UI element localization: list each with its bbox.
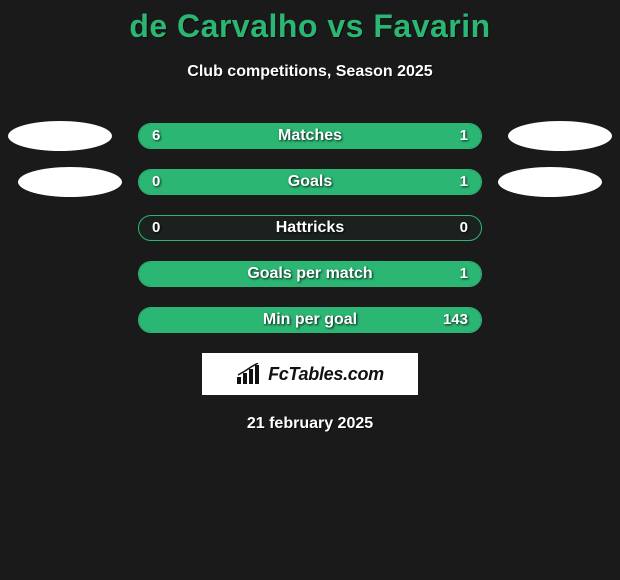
- chart-icon: [236, 363, 262, 385]
- logo-text: FcTables.com: [268, 364, 384, 385]
- bar-track: [138, 307, 482, 333]
- logo: FcTables.com: [202, 353, 418, 395]
- value-right: 143: [443, 307, 468, 333]
- value-left: 6: [152, 123, 160, 149]
- bar-left: [139, 170, 201, 194]
- comparison-row: 1 Goals per match: [0, 261, 620, 287]
- value-right: 1: [460, 169, 468, 195]
- value-right: 1: [460, 123, 468, 149]
- bar-right: [139, 262, 481, 286]
- team-left-marker-icon: [8, 121, 112, 151]
- date-label: 21 february 2025: [0, 415, 620, 433]
- bar-right: [406, 124, 481, 148]
- value-right: 1: [460, 261, 468, 287]
- bar-track: [138, 215, 482, 241]
- comparison-row: 143 Min per goal: [0, 307, 620, 333]
- value-left: 0: [152, 169, 160, 195]
- bar-track: [138, 261, 482, 287]
- bar-right: [139, 308, 481, 332]
- value-left: 0: [152, 215, 160, 241]
- comparison-row: 0 0 Hattricks: [0, 215, 620, 241]
- bar-track: [138, 123, 482, 149]
- team-right-marker-icon: [508, 121, 612, 151]
- comparison-rows: 6 1 Matches 0 1 Goals 0 0 Hattricks: [0, 123, 620, 333]
- bar-track: [138, 169, 482, 195]
- comparison-row: 0 1 Goals: [0, 169, 620, 195]
- bar-left: [139, 124, 406, 148]
- page-title: de Carvalho vs Favarin: [0, 0, 620, 45]
- comparison-infographic: de Carvalho vs Favarin Club competitions…: [0, 0, 620, 580]
- comparison-row: 6 1 Matches: [0, 123, 620, 149]
- bar-right: [201, 170, 481, 194]
- value-right: 0: [460, 215, 468, 241]
- subtitle: Club competitions, Season 2025: [0, 63, 620, 81]
